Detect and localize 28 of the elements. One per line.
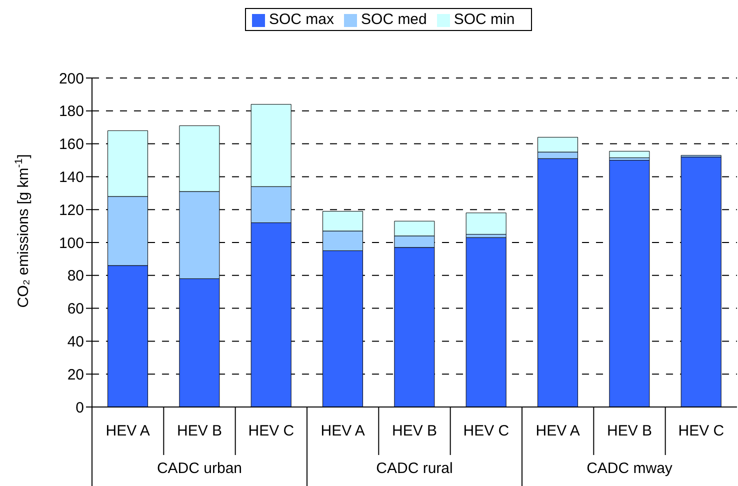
legend-label: SOC min bbox=[454, 11, 515, 28]
legend-label: SOC med bbox=[361, 11, 427, 28]
x-tick-label: HEV B bbox=[176, 422, 222, 440]
y-tick-label: 120 bbox=[58, 202, 84, 219]
y-tick-label: 20 bbox=[67, 366, 84, 384]
x-tick-label: HEV A bbox=[106, 422, 150, 440]
y-tick-label: 160 bbox=[58, 136, 84, 154]
y-tick-label: 100 bbox=[58, 234, 84, 252]
legend-label: SOC max bbox=[269, 11, 334, 28]
y-tick-label: 180 bbox=[58, 103, 84, 120]
text: CADC urban bbox=[156, 460, 244, 477]
x-tick-label: HEV A bbox=[536, 422, 580, 440]
y-tick-label: 0 bbox=[76, 399, 84, 416]
y-tick-label: 60 bbox=[67, 300, 84, 318]
bar bbox=[609, 150, 650, 158]
text: CADC mway bbox=[586, 460, 674, 477]
x-tick-label: HEV C bbox=[248, 422, 294, 440]
y-tick-label: 140 bbox=[58, 169, 84, 186]
x-tick-label: HEV C bbox=[463, 422, 510, 440]
y-tick-label: 40 bbox=[67, 334, 84, 351]
text: CADC rural bbox=[375, 460, 454, 477]
y-tick-label: 80 bbox=[67, 268, 84, 285]
x-tick-label: HEV B bbox=[392, 422, 438, 440]
x-tick-label: HEV A bbox=[320, 422, 365, 440]
x-tick-label: HEV B bbox=[606, 422, 652, 440]
x-tick-label: HEV C bbox=[678, 422, 724, 440]
y-tick-label: 200 bbox=[58, 70, 84, 88]
bar bbox=[466, 212, 506, 235]
